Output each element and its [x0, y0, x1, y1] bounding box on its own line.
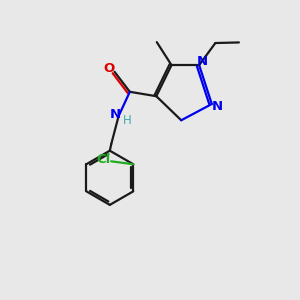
Text: H: H — [122, 114, 131, 127]
Text: N: N — [197, 55, 208, 68]
Text: O: O — [103, 62, 115, 75]
Text: Cl: Cl — [97, 153, 111, 166]
Text: N: N — [212, 100, 223, 113]
Text: N: N — [110, 108, 121, 121]
